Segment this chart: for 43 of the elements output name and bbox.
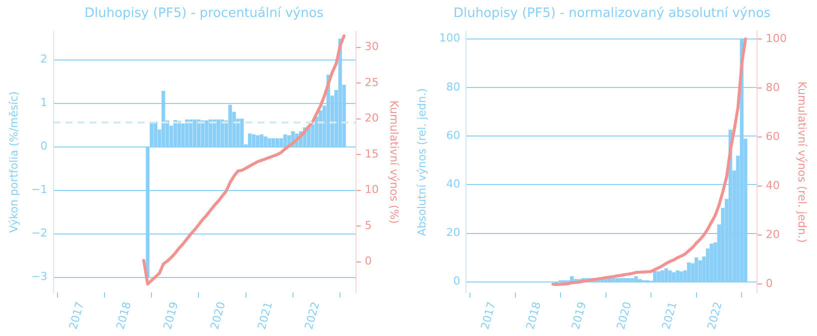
x-tick-label: 2020 xyxy=(614,300,634,331)
y-tick-label: 20 xyxy=(446,226,460,240)
y-tick-label: 80 xyxy=(446,80,460,94)
chart-title: Dluhopisy (PF5) - procentuální výnos xyxy=(84,6,324,22)
y2-tick-label: 0 xyxy=(364,254,372,268)
y-tick-label: 60 xyxy=(446,128,460,142)
x-tick-label: 2018 xyxy=(114,300,134,331)
x-tick-label: 2018 xyxy=(524,300,544,331)
y-axis-title: Výkon portfolia (%/měsíc) xyxy=(7,91,20,233)
x-tick-label: 2017 xyxy=(66,300,87,331)
x-tick-label: 2021 xyxy=(660,300,680,331)
chart-title: Dluhopisy (PF5) - normalizovaný absolutní výnos xyxy=(453,6,771,22)
y-tick-label: 0 xyxy=(453,274,460,288)
y2-tick-label: 40 xyxy=(766,178,780,192)
y-tick-label: −2 xyxy=(31,226,48,240)
x-tick-label: 2020 xyxy=(208,300,228,331)
y2-tick-label: 60 xyxy=(766,130,780,143)
x-tick-label: 2019 xyxy=(569,300,589,331)
x-tick-label: 2022 xyxy=(704,300,725,331)
y-tick-label: 1 xyxy=(40,96,48,110)
y-tick-label: 2 xyxy=(40,52,48,66)
y2-axis-title: Kumulativní výnos (rel. jedn.) xyxy=(796,81,809,243)
x-tick-label: 2022 xyxy=(302,300,322,331)
y2-tick-label: 25 xyxy=(364,76,379,89)
y2-tick-label: 20 xyxy=(766,228,780,242)
y-tick-label: −3 xyxy=(31,270,48,284)
y-tick-label: 100 xyxy=(439,32,460,45)
y2-tick-label: 100 xyxy=(766,32,787,45)
y2-tick-label: 10 xyxy=(364,183,379,196)
y2-tick-label: 5 xyxy=(364,218,372,232)
y-axis-title: Absolutní výnos (rel. jedn.) xyxy=(415,88,428,236)
y-tick-label: 40 xyxy=(446,178,460,191)
y2-tick-label: 20 xyxy=(364,112,379,125)
x-tick-label: 2021 xyxy=(255,300,276,331)
x-tick-label: 2017 xyxy=(478,300,498,331)
y2-tick-label: 0 xyxy=(766,277,773,290)
y2-tick-label: 15 xyxy=(364,147,379,160)
y2-tick-label: 30 xyxy=(364,40,379,54)
y-tick-label: 0 xyxy=(40,140,48,153)
y2-axis-title: Kumulativní výnos (%) xyxy=(388,100,401,224)
x-tick-label: 2019 xyxy=(161,300,181,331)
y-tick-label: −1 xyxy=(31,183,48,196)
y2-tick-label: 80 xyxy=(766,80,780,94)
